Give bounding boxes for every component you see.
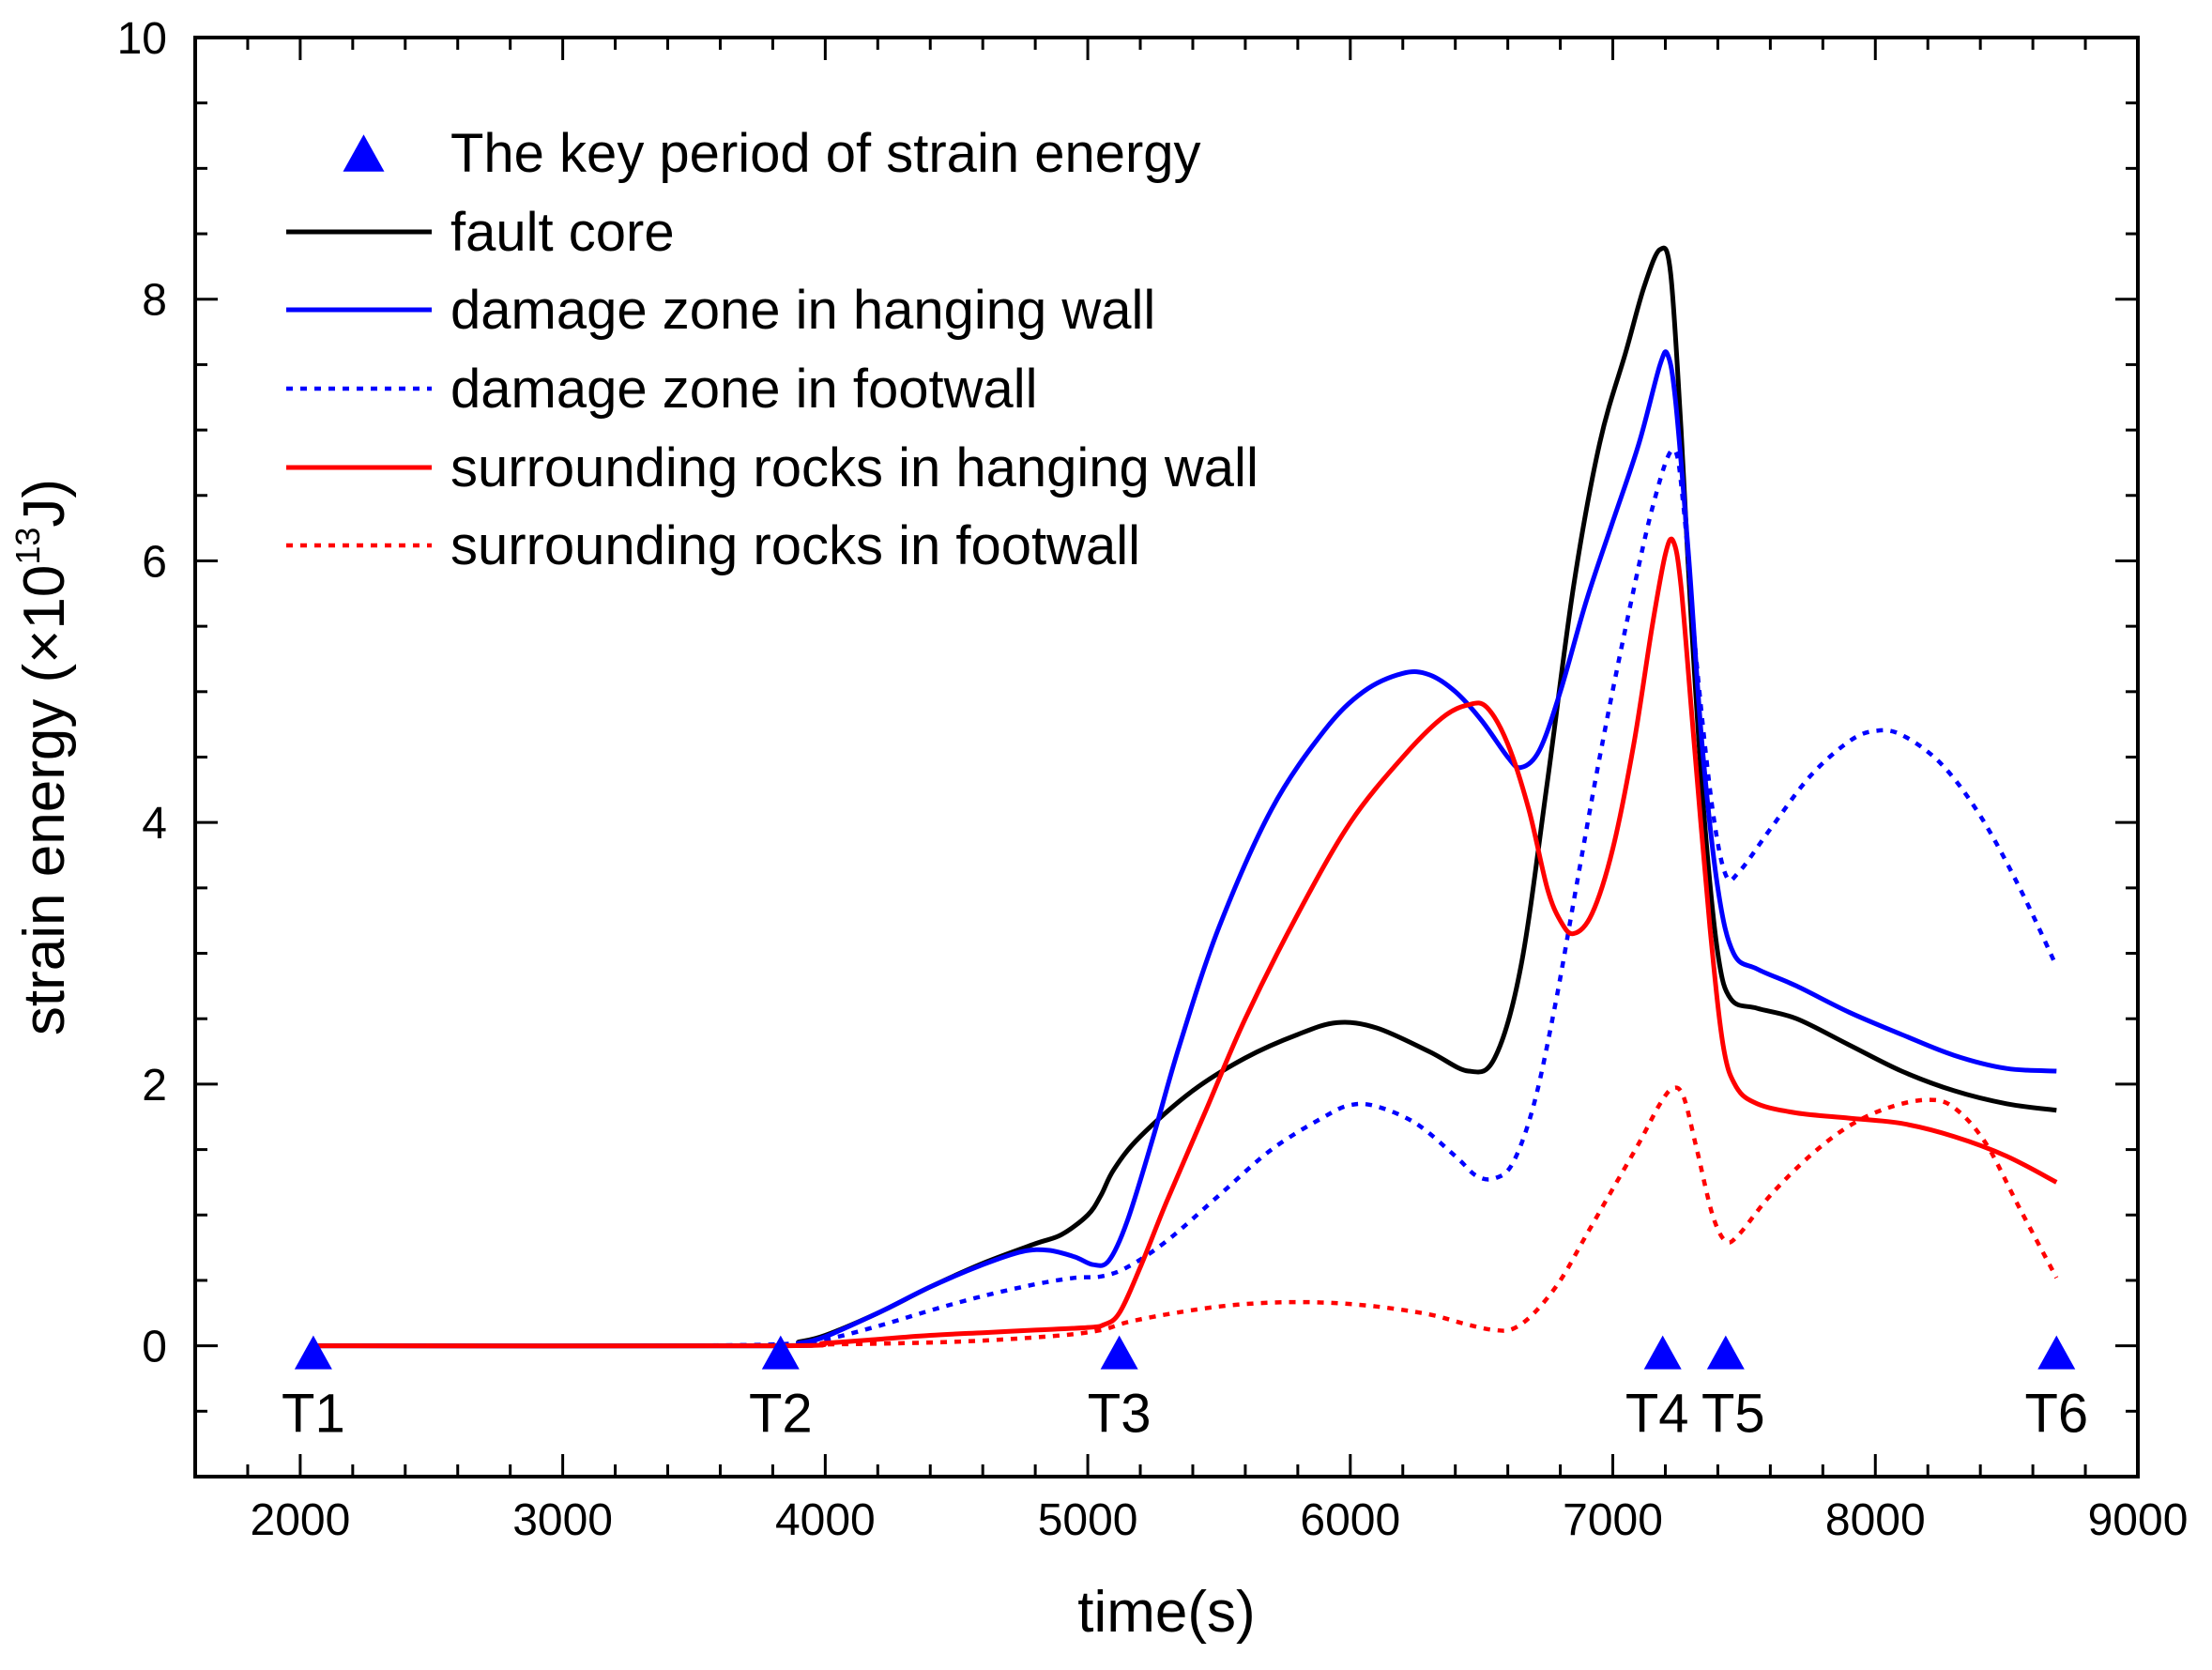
series-line-damage-zone-in-hanging-wall <box>313 349 2057 1349</box>
y-axis-title-base: 10 <box>12 565 77 630</box>
y-tick-label: 4 <box>142 799 167 849</box>
legend-marker-triangle <box>343 134 385 172</box>
y-axis-title-times: × <box>12 630 77 664</box>
x-tick-label: 5000 <box>1038 1495 1138 1545</box>
key-period-label: T4 <box>1625 1384 1689 1445</box>
legend: The key period of strain energy fault co… <box>286 123 1259 576</box>
key-period-marker <box>1643 1335 1682 1370</box>
key-period-marker <box>1100 1335 1138 1370</box>
plot-frame <box>193 36 2140 1478</box>
key-period-label: T3 <box>1088 1384 1152 1445</box>
key-period-label: T1 <box>282 1384 345 1445</box>
y-axis-title-main: strain energy ( <box>12 663 77 1035</box>
x-tick-label: 6000 <box>1300 1495 1400 1545</box>
key-period-marker <box>761 1335 800 1370</box>
y-tick-label: 10 <box>117 14 167 64</box>
x-axis-title: time(s) <box>1077 1580 1255 1645</box>
legend-label: surrounding rocks in hanging wall <box>450 437 1259 498</box>
key-period-marker <box>1706 1335 1745 1370</box>
y-axis-title-exponent: 13 <box>8 528 47 565</box>
y-tick-label: 8 <box>142 276 167 326</box>
x-tick-label: 8000 <box>1825 1495 1926 1545</box>
key-period-label: T2 <box>749 1384 813 1445</box>
x-tick-label: 4000 <box>775 1495 876 1545</box>
x-tick-label: 2000 <box>251 1495 351 1545</box>
y-tick-label: 2 <box>142 1061 167 1111</box>
legend-label: surrounding rocks in footwall <box>450 515 1140 576</box>
y-tick-label: 0 <box>142 1323 167 1372</box>
key-period-markers: T1 T2 T3 T4 T5 T6 <box>282 1335 2088 1445</box>
series-lines <box>313 245 2059 1349</box>
key-period-label: T5 <box>1701 1384 1765 1445</box>
x-tick-label: 7000 <box>1563 1495 1663 1545</box>
y-axis-title: strain energy (×1013J) <box>8 479 77 1035</box>
series-line-damage-zone-in-footwall <box>641 447 2059 1348</box>
key-period-label: T6 <box>2024 1384 2088 1445</box>
key-period-marker <box>2037 1335 2076 1370</box>
y-axis-title-unit: J) <box>12 479 77 528</box>
key-period-marker <box>294 1335 332 1370</box>
legend-label: damage zone in footwall <box>450 359 1038 420</box>
tick-labels: 2000 3000 4000 5000 6000 7000 8000 9000 0 2 4 6 8 10 <box>117 14 2189 1545</box>
y-tick-label: 6 <box>142 537 167 587</box>
x-tick-label: 9000 <box>2088 1495 2189 1545</box>
legend-label: damage zone in hanging wall <box>450 280 1155 341</box>
series-line-surrounding-rocks-in-hanging-wall <box>313 536 2058 1349</box>
x-tick-label: 3000 <box>512 1495 613 1545</box>
legend-label: fault core <box>450 202 675 263</box>
axis-ticks <box>193 36 2140 1477</box>
legend-label-key-period: The key period of strain energy <box>450 123 1201 184</box>
